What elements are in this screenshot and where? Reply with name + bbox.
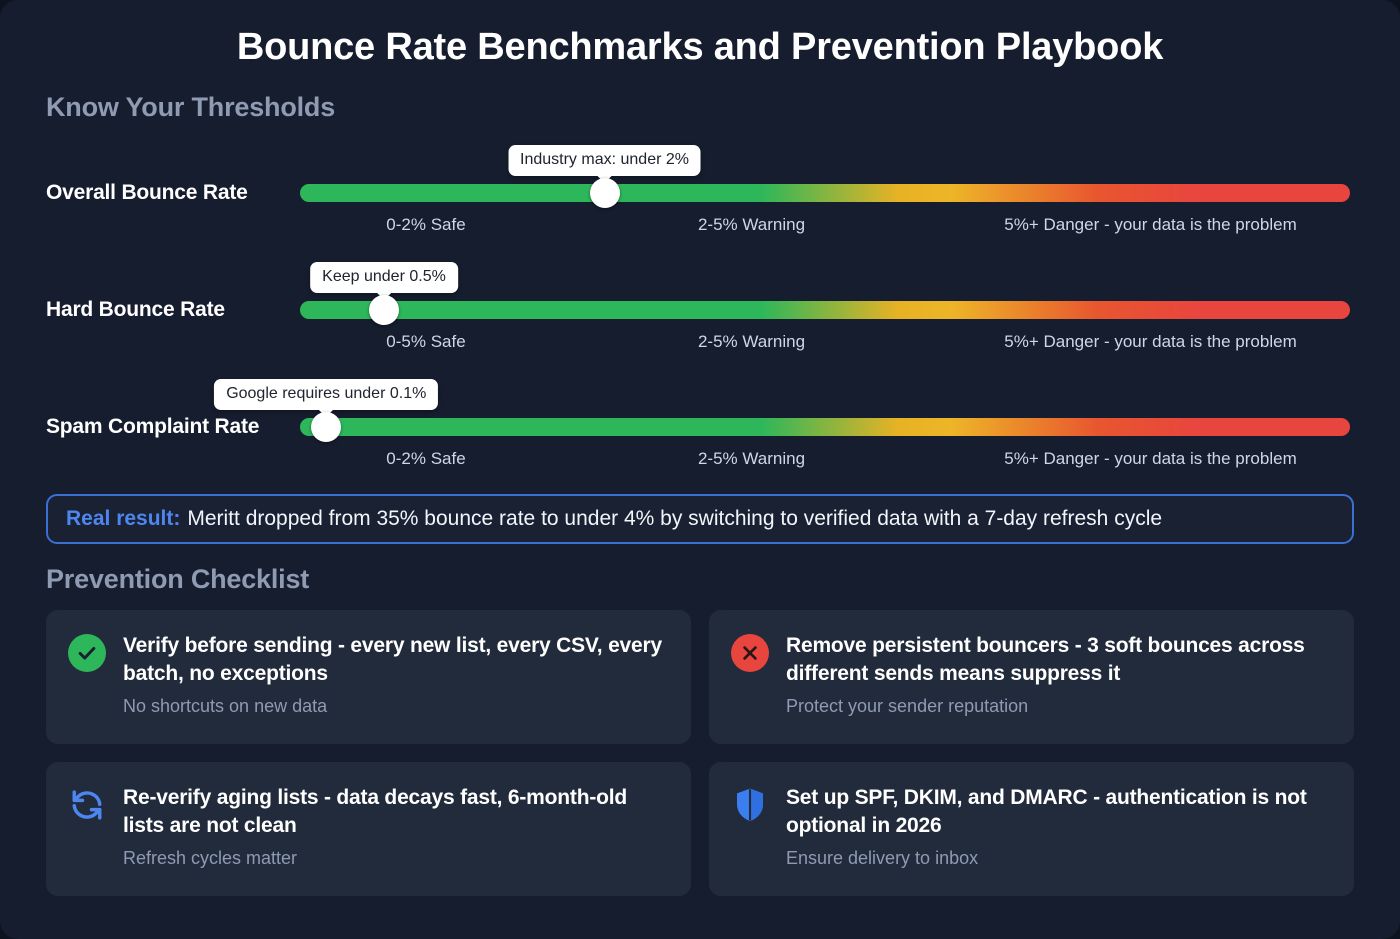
zone-label-safe: 0-2% Safe: [386, 214, 466, 234]
real-result-text: Meritt dropped from 35% bounce rate to u…: [187, 506, 1163, 530]
checklist-card: Re-verify aging lists - data decays fast…: [46, 761, 691, 896]
threshold-marker-dot[interactable]: [589, 177, 620, 208]
checklist-card-subtitle: Refresh cycles matter: [123, 848, 298, 869]
x-circle-icon: [731, 633, 769, 672]
threshold-tooltip: Keep under 0.5%: [310, 261, 458, 293]
threshold-row: Overall Bounce Rate Industry max: under …: [0, 137, 1400, 254]
page-title: Bounce Rate Benchmarks and Prevention Pl…: [236, 26, 1164, 68]
section-heading-checklist: Prevention Checklist: [46, 563, 310, 594]
checklist-card: Set up SPF, DKIM, and DMARC - authentica…: [709, 761, 1354, 896]
threshold-track-wrap: Keep under 0.5%: [300, 261, 1350, 325]
section-heading-thresholds: Know Your Thresholds: [46, 91, 336, 122]
shield-icon: [731, 786, 769, 824]
checklist-card-subtitle: Protect your sender reputation: [786, 696, 1029, 717]
threshold-gradient-track: [300, 417, 1350, 436]
threshold-row-label: Overall Bounce Rate: [46, 180, 248, 204]
zone-label-safe: 0-2% Safe: [386, 448, 466, 468]
checklist-card-body: Re-verify aging lists - data decays fast…: [123, 784, 669, 874]
zone-label-safe: 0-5% Safe: [386, 331, 466, 351]
checklist-card-subtitle: No shortcuts on new data: [123, 696, 328, 717]
zone-label-danger: 5%+ Danger - your data is the problem: [1004, 214, 1297, 234]
threshold-zone-labels: 0-5% Safe 2-5% Warning 5%+ Danger - your…: [300, 332, 1350, 352]
threshold-tooltip: Industry max: under 2%: [508, 144, 701, 176]
checklist-card-subtitle: Ensure delivery to inbox: [786, 848, 979, 869]
threshold-gradient-track: [300, 300, 1350, 319]
threshold-gradient-track: [300, 183, 1350, 202]
checklist-grid: Verify before sending - every new list, …: [46, 609, 1354, 896]
check-circle-icon: [68, 633, 106, 672]
threshold-zone-labels: 0-2% Safe 2-5% Warning 5%+ Danger - your…: [300, 449, 1350, 469]
threshold-track-wrap: Industry max: under 2%: [300, 144, 1350, 208]
threshold-track-wrap: Google requires under 0.1%: [214, 378, 1350, 442]
real-result-lead: Real result:: [66, 506, 181, 530]
checklist-card: Verify before sending - every new list, …: [46, 609, 691, 744]
threshold-tooltip: Google requires under 0.1%: [214, 378, 439, 410]
threshold-row-label: Hard Bounce Rate: [46, 297, 225, 321]
zone-label-danger: 5%+ Danger - your data is the problem: [1004, 331, 1297, 351]
threshold-row-label: Spam Complaint Rate: [46, 414, 260, 438]
checklist-card-body: Verify before sending - every new list, …: [123, 632, 669, 722]
threshold-row: Hard Bounce Rate Keep under 0.5% 0-5% Sa…: [0, 254, 1400, 371]
checklist-card-title: Remove persistent bouncers - 3 soft boun…: [786, 633, 1305, 685]
threshold-marker-dot[interactable]: [311, 411, 342, 442]
refresh-sync-icon: [68, 786, 106, 824]
checklist-card-title: Re-verify aging lists - data decays fast…: [123, 785, 628, 837]
threshold-marker-dot[interactable]: [369, 294, 399, 325]
x-circle-badge: [731, 633, 769, 672]
checklist-card-title: Verify before sending - every new list, …: [123, 633, 662, 685]
checklist-card-title: Set up SPF, DKIM, and DMARC - authentica…: [786, 785, 1307, 837]
threshold-row: Spam Complaint Rate Google requires unde…: [0, 371, 1400, 488]
zone-label-warning: 2-5% Warning: [697, 214, 806, 234]
real-result-callout: Real result: Meritt dropped from 35% bou…: [46, 493, 1354, 544]
checklist-card-body: Set up SPF, DKIM, and DMARC - authentica…: [786, 784, 1332, 874]
check-circle-badge: [68, 633, 106, 672]
zone-label-warning: 2-5% Warning: [697, 448, 806, 468]
zone-label-danger: 5%+ Danger - your data is the problem: [1004, 448, 1297, 468]
threshold-rows: Overall Bounce Rate Industry max: under …: [0, 137, 1400, 488]
zone-label-warning: 2-5% Warning: [697, 331, 806, 351]
threshold-zone-labels: 0-2% Safe 2-5% Warning 5%+ Danger - your…: [300, 215, 1350, 235]
checklist-card-body: Remove persistent bouncers - 3 soft boun…: [786, 632, 1332, 722]
checklist-card: Remove persistent bouncers - 3 soft boun…: [709, 609, 1354, 744]
